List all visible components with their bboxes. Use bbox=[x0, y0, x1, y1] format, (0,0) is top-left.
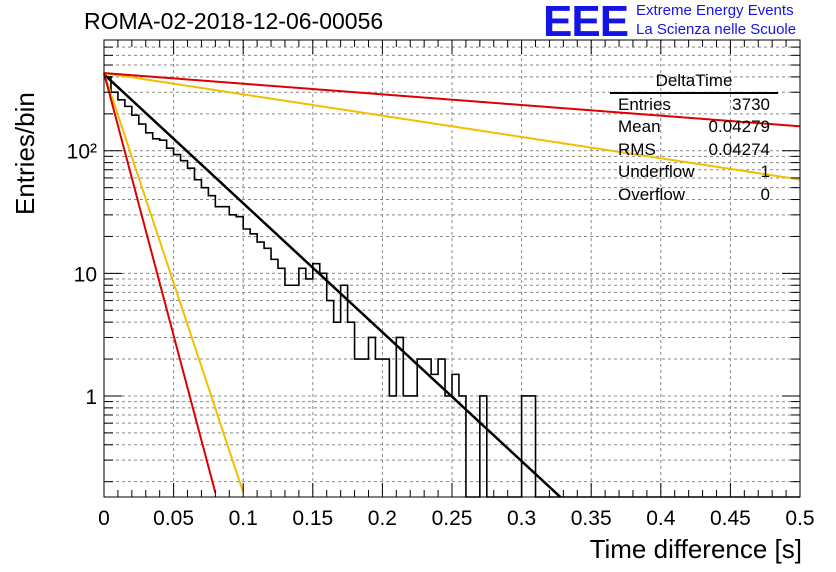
logo-line-1: Extreme Energy Events bbox=[636, 2, 794, 19]
fit-curve bbox=[103, 72, 801, 128]
stats-label: Entries bbox=[618, 95, 671, 114]
x-tick-label: 0 bbox=[98, 507, 110, 530]
y-tick-label: 1 bbox=[85, 386, 97, 409]
fit-curve bbox=[103, 72, 217, 494]
stats-label: RMS bbox=[618, 139, 656, 159]
stats-row: Mean 0.04279 bbox=[610, 116, 778, 138]
x-tick-label: 0.5 bbox=[785, 507, 814, 530]
x-tick-label: 0.15 bbox=[292, 507, 333, 530]
stats-label: Underflow bbox=[618, 162, 695, 182]
stats-box: DeltaTime Entries 3730 Mean 0.04279 RMS 0.0… bbox=[610, 71, 778, 206]
stats-title: DeltaTime bbox=[610, 71, 778, 94]
stats-row: RMS 0.04274 bbox=[610, 139, 778, 161]
fit-curve bbox=[103, 73, 562, 498]
x-tick-label: 0.4 bbox=[646, 507, 676, 530]
eee-logo: EEE bbox=[543, 0, 629, 46]
stats-row: Entries 3730 bbox=[610, 94, 778, 116]
stats-label: Overflow bbox=[618, 184, 686, 204]
x-tick-label: 0.1 bbox=[229, 507, 258, 530]
stats-row: Underflow 1 bbox=[610, 161, 778, 183]
stats-value: 3730 bbox=[732, 95, 770, 114]
y-tick-label: 10 bbox=[74, 263, 97, 286]
y-axis-label: Entries/bin bbox=[10, 92, 40, 215]
fit-curves bbox=[103, 72, 801, 498]
stats-value: 0.04274 bbox=[708, 139, 770, 159]
chart-title: ROMA-02-2018-12-06-00056 bbox=[84, 8, 384, 34]
chart-ticks: 0 0.05 0.1 0.15 0.2 0.25 0.3 0.35 0.4 0.45 0.51101… bbox=[67, 39, 815, 530]
x-tick-label: 0.2 bbox=[368, 507, 397, 530]
x-axis-label: Time difference [s] bbox=[589, 534, 802, 564]
y-tick-label: 10² bbox=[67, 141, 97, 164]
x-tick-label: 0.05 bbox=[153, 507, 194, 530]
x-tick-label: 0.3 bbox=[507, 507, 536, 530]
chart-grid bbox=[104, 40, 800, 497]
stats-value: 1 bbox=[760, 162, 770, 182]
x-tick-label: 0.45 bbox=[710, 507, 751, 530]
stats-row: Overflow 0 bbox=[610, 184, 778, 206]
stats-label: Mean bbox=[618, 117, 661, 137]
x-tick-label: 0.35 bbox=[571, 507, 612, 530]
fit-curve bbox=[103, 72, 801, 181]
fit-curve bbox=[103, 72, 245, 493]
stats-value: 0.04279 bbox=[708, 117, 770, 137]
stats-value: 0 bbox=[760, 184, 770, 204]
logo-line-2: La Scienza nelle Scuole bbox=[636, 21, 797, 38]
x-tick-label: 0.25 bbox=[432, 507, 473, 530]
